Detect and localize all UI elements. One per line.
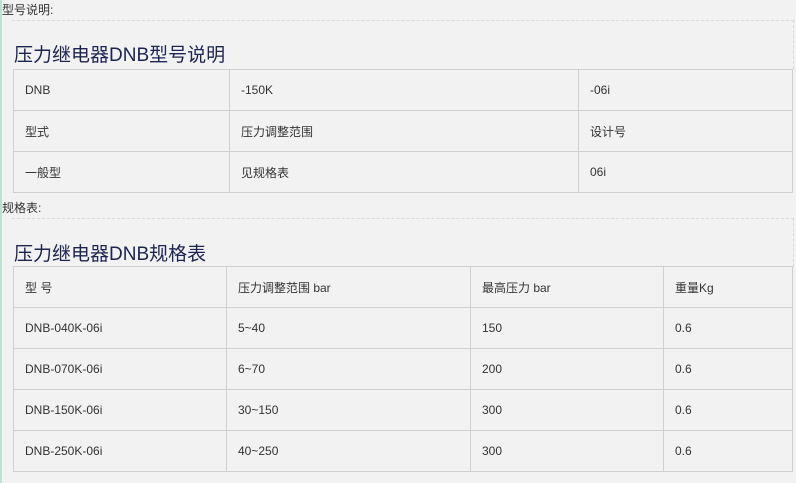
table-row: 型式 压力调整范围 设计号 [13, 110, 793, 152]
table-row: 一般型 见规格表 06i [13, 151, 793, 193]
table-cell: 压力调整范围 bar [226, 266, 471, 308]
spec-box [12, 218, 794, 267]
section-label-model: 型号说明: [2, 3, 54, 17]
table-cell: 200 [470, 348, 664, 390]
table-cell: 0.6 [663, 307, 793, 349]
table-cell: 设计号 [578, 110, 793, 152]
table-cell: 见规格表 [229, 151, 579, 193]
table-cell: 0.6 [663, 430, 793, 472]
table-cell: 5~40 [226, 307, 471, 349]
spec-title: 压力继电器DNB规格表 [14, 244, 207, 265]
model-title: 压力继电器DNB型号说明 [14, 45, 226, 66]
table-cell: 300 [470, 430, 664, 472]
table-cell: DNB [13, 69, 230, 111]
table-row: DNB-250K-06i 40~250 300 0.6 [13, 430, 793, 472]
table-cell: 300 [470, 389, 664, 431]
table-cell: 重量Kg [663, 266, 793, 308]
spec-table: 型 号压力调整范围 bar 最高压力 bar 重量Kg DNB-040K-06i 5~4… [13, 266, 793, 472]
table-cell: 30~150 [226, 389, 471, 431]
table-cell: 6~70 [226, 348, 471, 390]
table-row: DNB-150K-06i 30~150 300 0.6 [13, 389, 793, 431]
table-cell: 一般型 [13, 151, 230, 193]
table-cell: 0.6 [663, 389, 793, 431]
model-table: DNB -150K -06i 型式 压力调整范围 设计号 一般型 见规格表 06i [13, 69, 793, 193]
model-box [12, 20, 794, 69]
table-cell: 压力调整范围 [229, 110, 579, 152]
table-row: DNB-070K-06i 6~70 200 0.6 [13, 348, 793, 390]
table-cell: 0.6 [663, 348, 793, 390]
table-cell: -150K [229, 69, 579, 111]
table-cell: 型式 [13, 110, 230, 152]
table-cell: DNB-040K-06i [13, 307, 227, 349]
table-cell: 40~250 [226, 430, 471, 472]
table-cell: DNB-250K-06i [13, 430, 227, 472]
table-row: DNB-040K-06i 5~40 150 0.6 [13, 307, 793, 349]
table-cell: 06i [578, 151, 793, 193]
table-cell: DNB-150K-06i [13, 389, 227, 431]
table-cell: 型 号 [13, 266, 227, 308]
table-cell: DNB-070K-06i [13, 348, 227, 390]
table-row: DNB -150K -06i [13, 69, 793, 111]
table-cell: 最高压力 bar [470, 266, 664, 308]
table-header-row: 型 号压力调整范围 bar 最高压力 bar 重量Kg [13, 266, 793, 308]
table-cell: 150 [470, 307, 664, 349]
table-cell: -06i [578, 69, 793, 111]
section-label-spec: 规格表: [2, 201, 42, 215]
